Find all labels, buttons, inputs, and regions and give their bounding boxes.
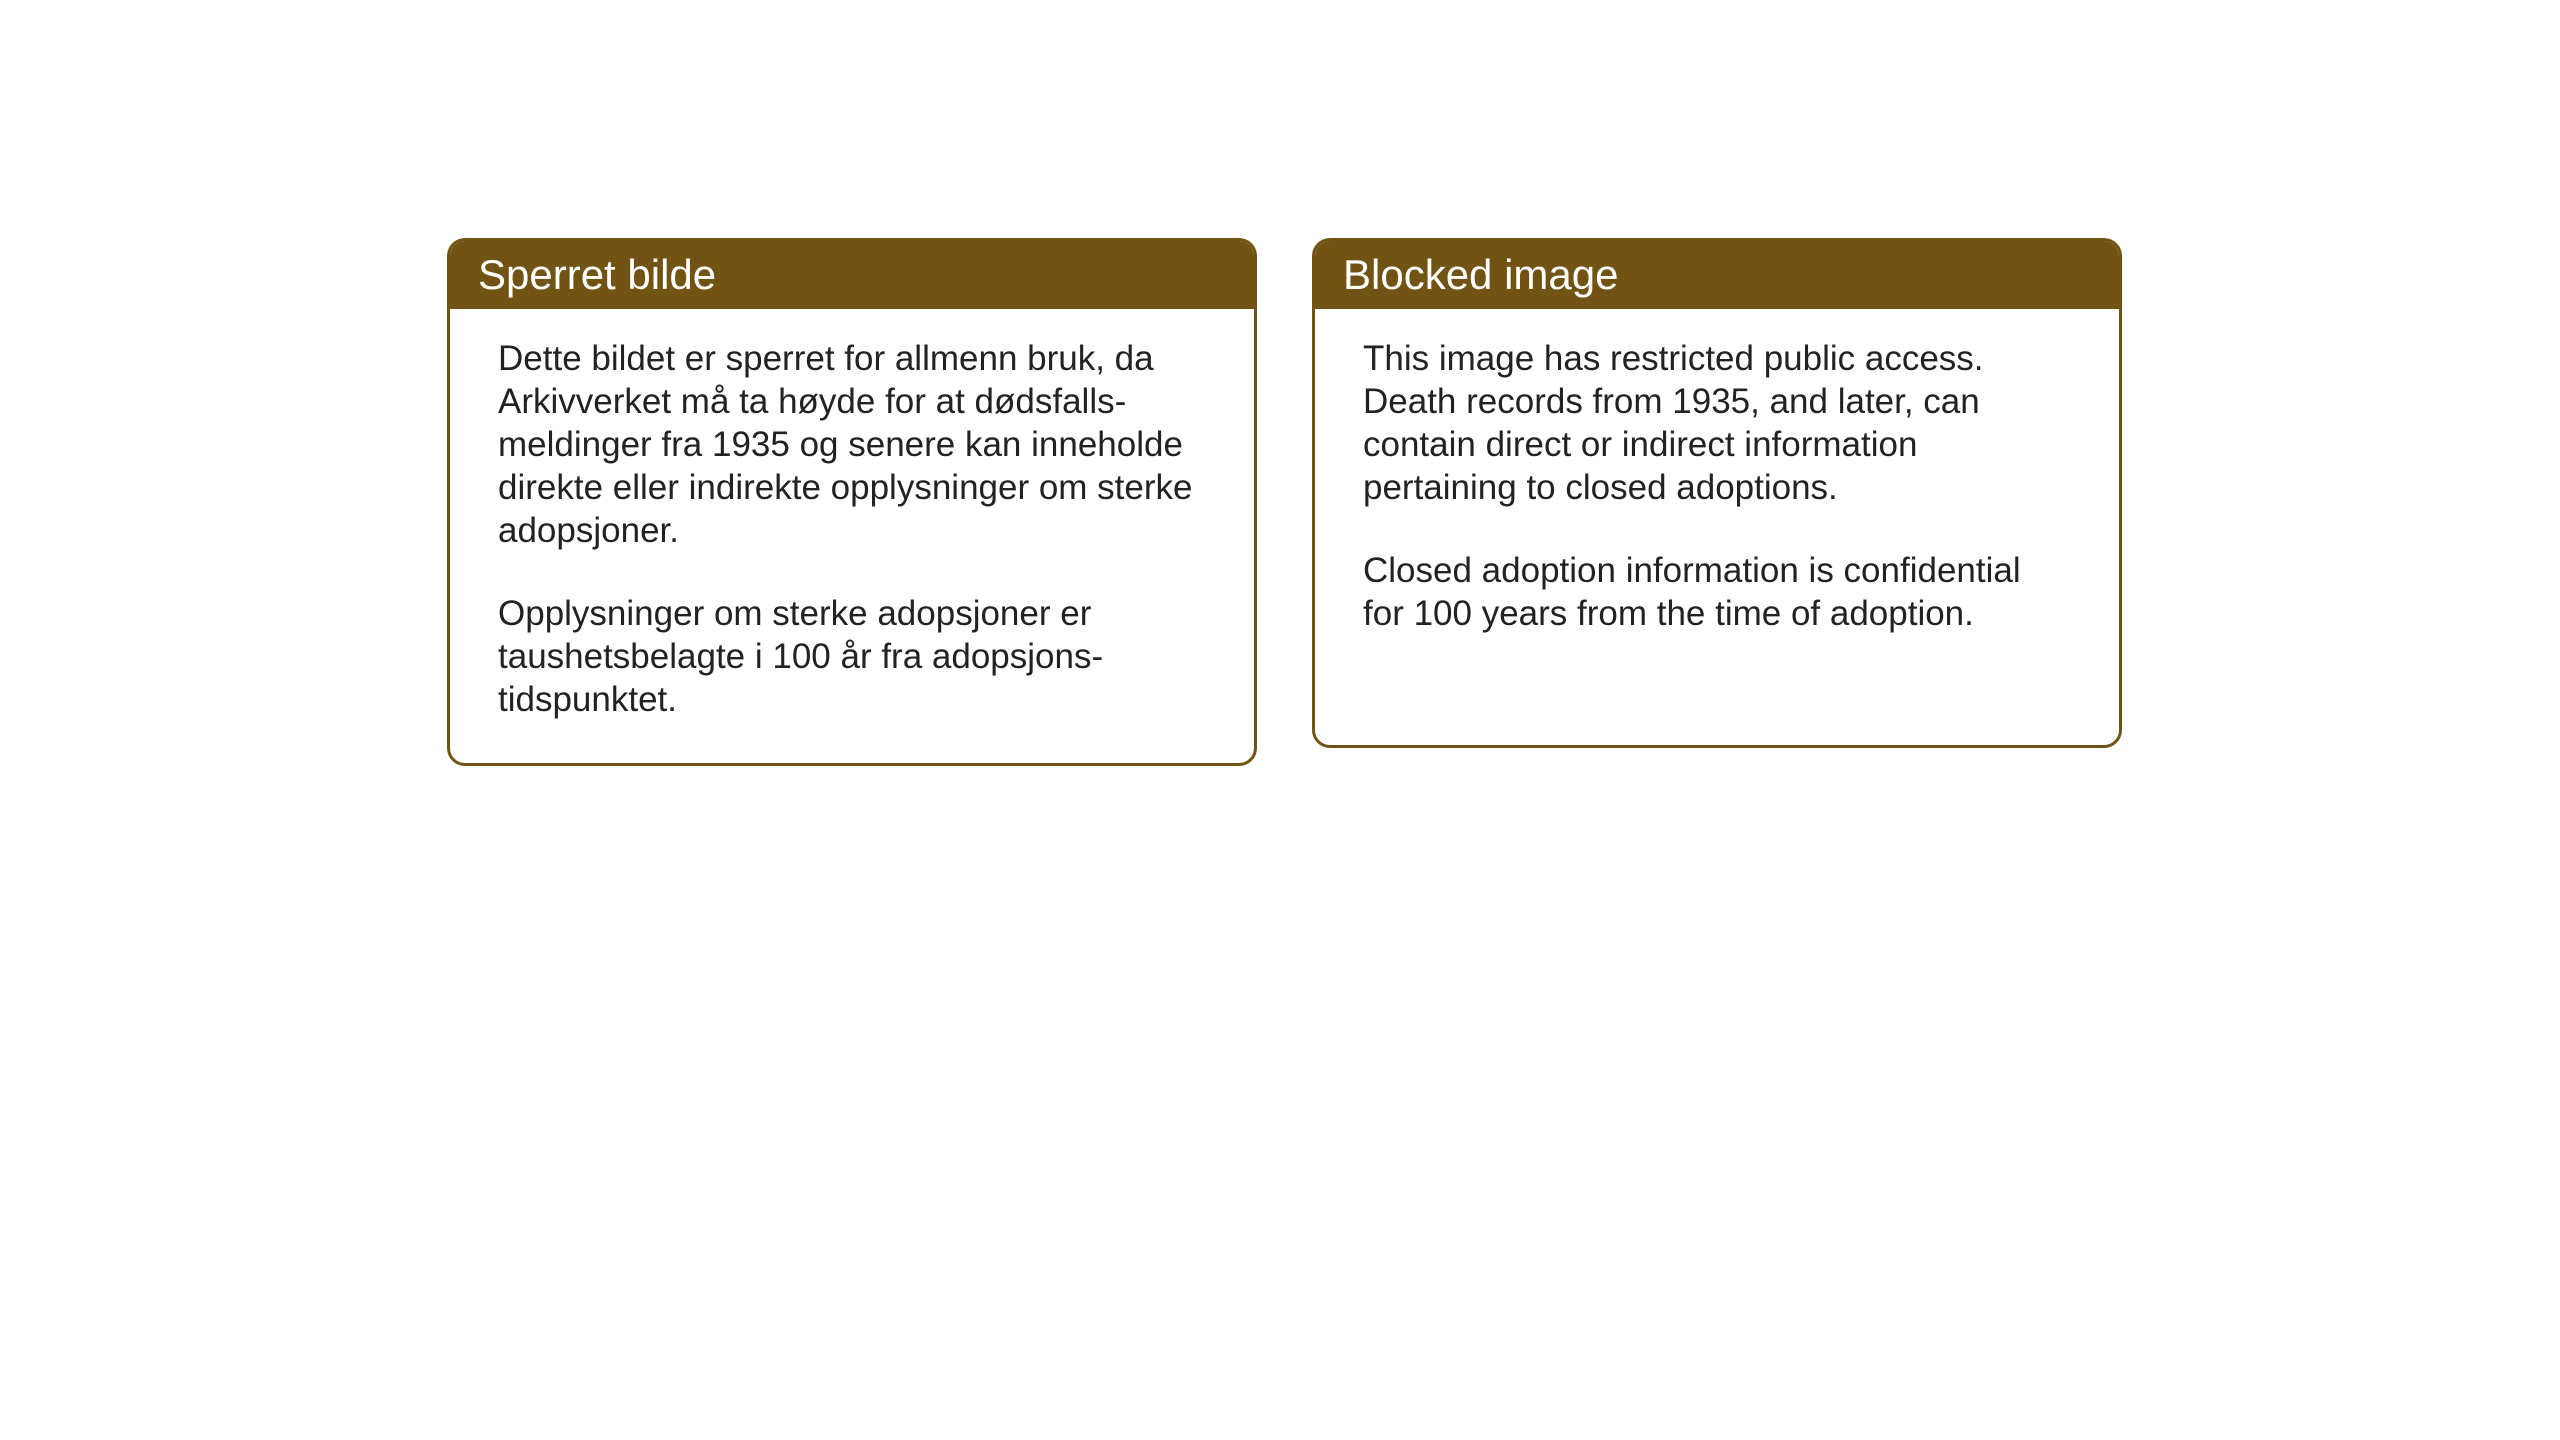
- card-body-norwegian: Dette bildet er sperret for allmenn bruk…: [450, 309, 1254, 763]
- card-paragraph-1-norwegian: Dette bildet er sperret for allmenn bruk…: [498, 337, 1206, 552]
- card-paragraph-2-norwegian: Opplysninger om sterke adopsjoner er tau…: [498, 592, 1206, 721]
- card-body-english: This image has restricted public access.…: [1315, 309, 2119, 677]
- notice-card-norwegian: Sperret bilde Dette bildet er sperret fo…: [447, 238, 1257, 766]
- card-header-english: Blocked image: [1315, 241, 2119, 309]
- card-paragraph-2-english: Closed adoption information is confident…: [1363, 549, 2071, 635]
- notice-card-english: Blocked image This image has restricted …: [1312, 238, 2122, 748]
- card-header-norwegian: Sperret bilde: [450, 241, 1254, 309]
- card-paragraph-1-english: This image has restricted public access.…: [1363, 337, 2071, 509]
- notice-cards-container: Sperret bilde Dette bildet er sperret fo…: [447, 238, 2122, 766]
